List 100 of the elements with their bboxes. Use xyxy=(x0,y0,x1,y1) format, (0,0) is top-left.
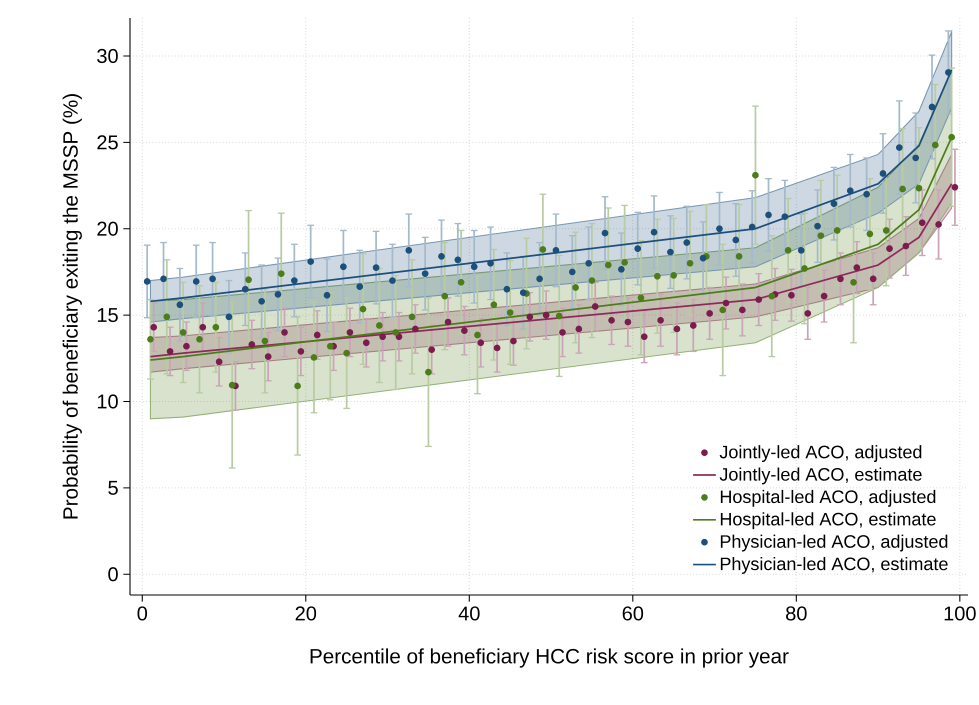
point xyxy=(510,338,517,344)
point xyxy=(281,329,288,336)
point xyxy=(784,247,792,254)
point xyxy=(490,301,498,308)
point xyxy=(372,264,380,271)
point xyxy=(438,253,445,260)
point xyxy=(604,262,612,268)
point xyxy=(245,276,252,284)
legend-label: Hospital-led ACO, estimate xyxy=(720,512,936,530)
point xyxy=(576,326,582,332)
point xyxy=(585,260,592,267)
point xyxy=(719,306,726,314)
point xyxy=(602,230,608,236)
point xyxy=(216,358,222,366)
point xyxy=(458,278,464,286)
point xyxy=(262,338,268,344)
point xyxy=(866,230,874,238)
point xyxy=(209,276,216,282)
point xyxy=(608,316,615,324)
point xyxy=(700,254,706,262)
point xyxy=(814,222,821,230)
point xyxy=(444,318,452,326)
point xyxy=(912,154,920,162)
point xyxy=(670,272,678,279)
point xyxy=(834,227,841,234)
point xyxy=(258,298,265,305)
legend-label: Hospital-led ACO, adjusted xyxy=(720,490,936,507)
y-tick-label: 5 xyxy=(108,480,118,495)
point xyxy=(326,342,334,350)
point xyxy=(298,348,304,355)
point xyxy=(242,286,249,293)
point xyxy=(896,144,903,151)
point xyxy=(226,314,232,320)
point xyxy=(952,184,958,191)
y-tick-label: 0 xyxy=(108,567,118,582)
point xyxy=(634,245,642,252)
point xyxy=(902,242,910,250)
point xyxy=(494,344,500,352)
point xyxy=(428,346,436,354)
point xyxy=(405,247,412,254)
point xyxy=(624,318,632,326)
point xyxy=(667,248,674,256)
point xyxy=(765,212,772,218)
point xyxy=(192,278,200,285)
point xyxy=(948,134,955,141)
point xyxy=(176,301,184,308)
point xyxy=(506,309,514,316)
point xyxy=(804,310,812,317)
point xyxy=(683,239,690,246)
point xyxy=(748,224,756,230)
point xyxy=(150,324,158,331)
point xyxy=(568,268,576,276)
point xyxy=(638,294,644,302)
point xyxy=(526,314,534,320)
point xyxy=(294,382,301,390)
point xyxy=(147,336,154,343)
x-tick-label: 40 xyxy=(458,606,480,621)
point xyxy=(559,329,566,336)
point xyxy=(768,292,776,300)
point xyxy=(542,312,550,318)
point xyxy=(264,353,272,360)
x-tick-label: 20 xyxy=(296,606,316,621)
x-tick-label: 0 xyxy=(137,606,148,621)
point xyxy=(880,170,886,177)
point xyxy=(853,264,860,271)
point xyxy=(520,289,527,296)
point xyxy=(716,225,723,232)
point xyxy=(183,342,190,350)
point xyxy=(343,350,350,356)
point xyxy=(846,187,854,194)
point xyxy=(278,270,285,277)
point xyxy=(782,213,788,220)
point xyxy=(454,256,462,264)
point xyxy=(199,324,206,331)
point xyxy=(918,219,926,226)
point xyxy=(837,276,844,282)
point xyxy=(572,284,579,291)
point xyxy=(412,326,419,332)
legend-label: Physician-led ACO, adjusted xyxy=(720,534,948,552)
point xyxy=(425,368,432,376)
point xyxy=(163,314,170,320)
point xyxy=(820,292,828,300)
point xyxy=(690,322,697,329)
point xyxy=(686,260,694,267)
point xyxy=(389,277,396,284)
point xyxy=(408,314,416,320)
y-tick-label: 15 xyxy=(98,308,118,322)
point xyxy=(798,247,805,254)
legend-label: Physician-led ACO, estimate xyxy=(720,557,948,574)
y-tick-label: 30 xyxy=(97,48,118,64)
point xyxy=(935,221,942,228)
point xyxy=(540,246,546,253)
point xyxy=(180,329,186,336)
point xyxy=(310,354,318,361)
point xyxy=(248,341,256,348)
point xyxy=(592,303,599,310)
point xyxy=(356,283,364,290)
line-series xyxy=(150,68,953,302)
point xyxy=(392,329,400,336)
point xyxy=(739,306,746,314)
